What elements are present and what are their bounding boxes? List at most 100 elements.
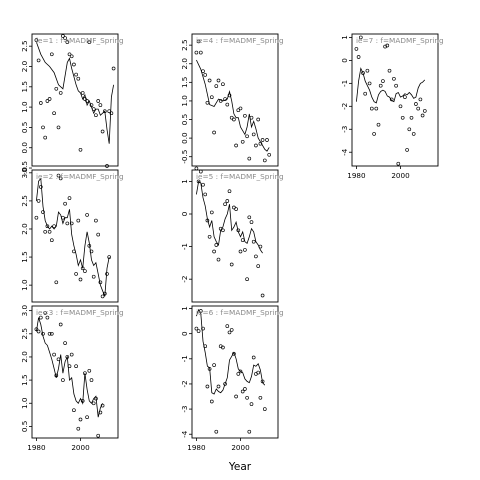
data-point	[100, 129, 105, 134]
data-point	[372, 132, 376, 136]
data-point	[54, 280, 59, 285]
data-point	[49, 238, 54, 243]
x-tick-label: 1980	[27, 443, 46, 452]
panel-label: ie=1 : f=MADMF_Spring	[36, 36, 124, 45]
data-point	[207, 234, 212, 239]
data-point	[420, 113, 425, 118]
panel-frame	[191, 169, 279, 303]
data-point	[41, 331, 45, 336]
data-point	[63, 201, 67, 206]
data-point	[105, 164, 109, 168]
data-point	[227, 330, 232, 335]
data-point	[201, 326, 205, 331]
data-point	[102, 109, 107, 114]
data-point	[45, 99, 50, 103]
y-tick-label: 2.5	[20, 328, 29, 339]
data-point	[381, 79, 385, 83]
x-tick-label: 2000	[231, 443, 250, 452]
data-point	[207, 78, 212, 83]
data-point	[109, 111, 114, 116]
data-point	[91, 107, 96, 111]
data-point	[212, 249, 216, 254]
data-point	[63, 341, 67, 345]
data-point	[262, 407, 267, 411]
data-point	[49, 52, 54, 57]
data-point	[100, 403, 105, 408]
data-point	[203, 73, 208, 77]
data-point	[214, 429, 219, 434]
data-point	[36, 58, 41, 63]
data-point	[422, 109, 427, 113]
fitted-line	[196, 308, 266, 395]
y-tick-label: 1.0	[180, 95, 189, 107]
data-point	[249, 115, 254, 120]
facet-panel-3: -4 -3 -2 -1 0 1 1980 2000 ie=7 : f=MADMF_Spring	[340, 33, 444, 180]
fitted-line	[36, 177, 110, 297]
data-point	[61, 215, 65, 220]
data-point	[41, 210, 45, 214]
data-point	[205, 384, 210, 389]
data-point	[389, 97, 394, 102]
data-point	[243, 387, 247, 391]
data-point	[221, 82, 225, 87]
data-point	[207, 367, 212, 371]
data-point	[78, 147, 83, 152]
data-point	[102, 291, 107, 296]
data-point	[223, 202, 227, 207]
data-point	[396, 161, 401, 166]
y-tick-label: 3.0	[20, 304, 29, 316]
data-point	[251, 355, 256, 360]
data-point	[65, 355, 70, 359]
data-point	[365, 68, 370, 73]
panel-frame	[31, 33, 119, 167]
data-point	[111, 66, 116, 71]
data-point	[76, 218, 81, 223]
data-point	[251, 132, 256, 137]
fitted-line	[36, 41, 114, 144]
y-tick-label: 1.0	[20, 397, 29, 409]
data-point	[58, 322, 63, 327]
y-tick-label: -1	[180, 243, 189, 250]
data-point	[58, 91, 63, 95]
y-tick-label: 1.5	[20, 81, 29, 92]
data-point	[223, 97, 227, 101]
data-point	[49, 331, 54, 336]
data-point	[245, 134, 249, 139]
data-point	[227, 189, 232, 194]
data-point	[107, 255, 112, 259]
data-point	[98, 103, 103, 107]
panel-label: ie=5 : f=MADMF_Spring	[196, 172, 284, 181]
y-tick-label: 1	[340, 35, 349, 40]
data-point	[216, 78, 221, 83]
data-point	[105, 272, 109, 276]
data-point	[94, 396, 98, 401]
data-point	[236, 372, 241, 376]
data-point	[87, 40, 92, 44]
data-point	[107, 109, 112, 114]
data-point	[225, 324, 230, 328]
data-point	[209, 95, 214, 100]
x-tick-label: 2000	[71, 443, 90, 452]
data-point	[56, 357, 61, 362]
data-point	[400, 115, 405, 120]
data-point	[214, 243, 219, 247]
data-point	[194, 50, 199, 55]
data-point	[216, 384, 221, 389]
y-tick-label: 2.5	[20, 40, 29, 51]
data-point	[198, 169, 203, 174]
data-point	[374, 106, 379, 111]
data-point	[76, 76, 81, 81]
y-tick-label: 2.0	[20, 223, 29, 235]
facet-panel-5: -2 -1 0 1 ie=5 : f=MADMF_Spring	[180, 166, 284, 303]
data-point	[89, 103, 94, 107]
data-point	[205, 218, 210, 223]
data-point	[83, 371, 87, 376]
data-point	[96, 433, 101, 438]
data-point	[83, 97, 87, 101]
y-tick-label: 0	[180, 331, 189, 336]
data-point	[256, 117, 261, 122]
data-point	[214, 84, 219, 88]
data-point	[100, 294, 105, 299]
data-point	[243, 113, 247, 118]
data-point	[89, 378, 94, 382]
